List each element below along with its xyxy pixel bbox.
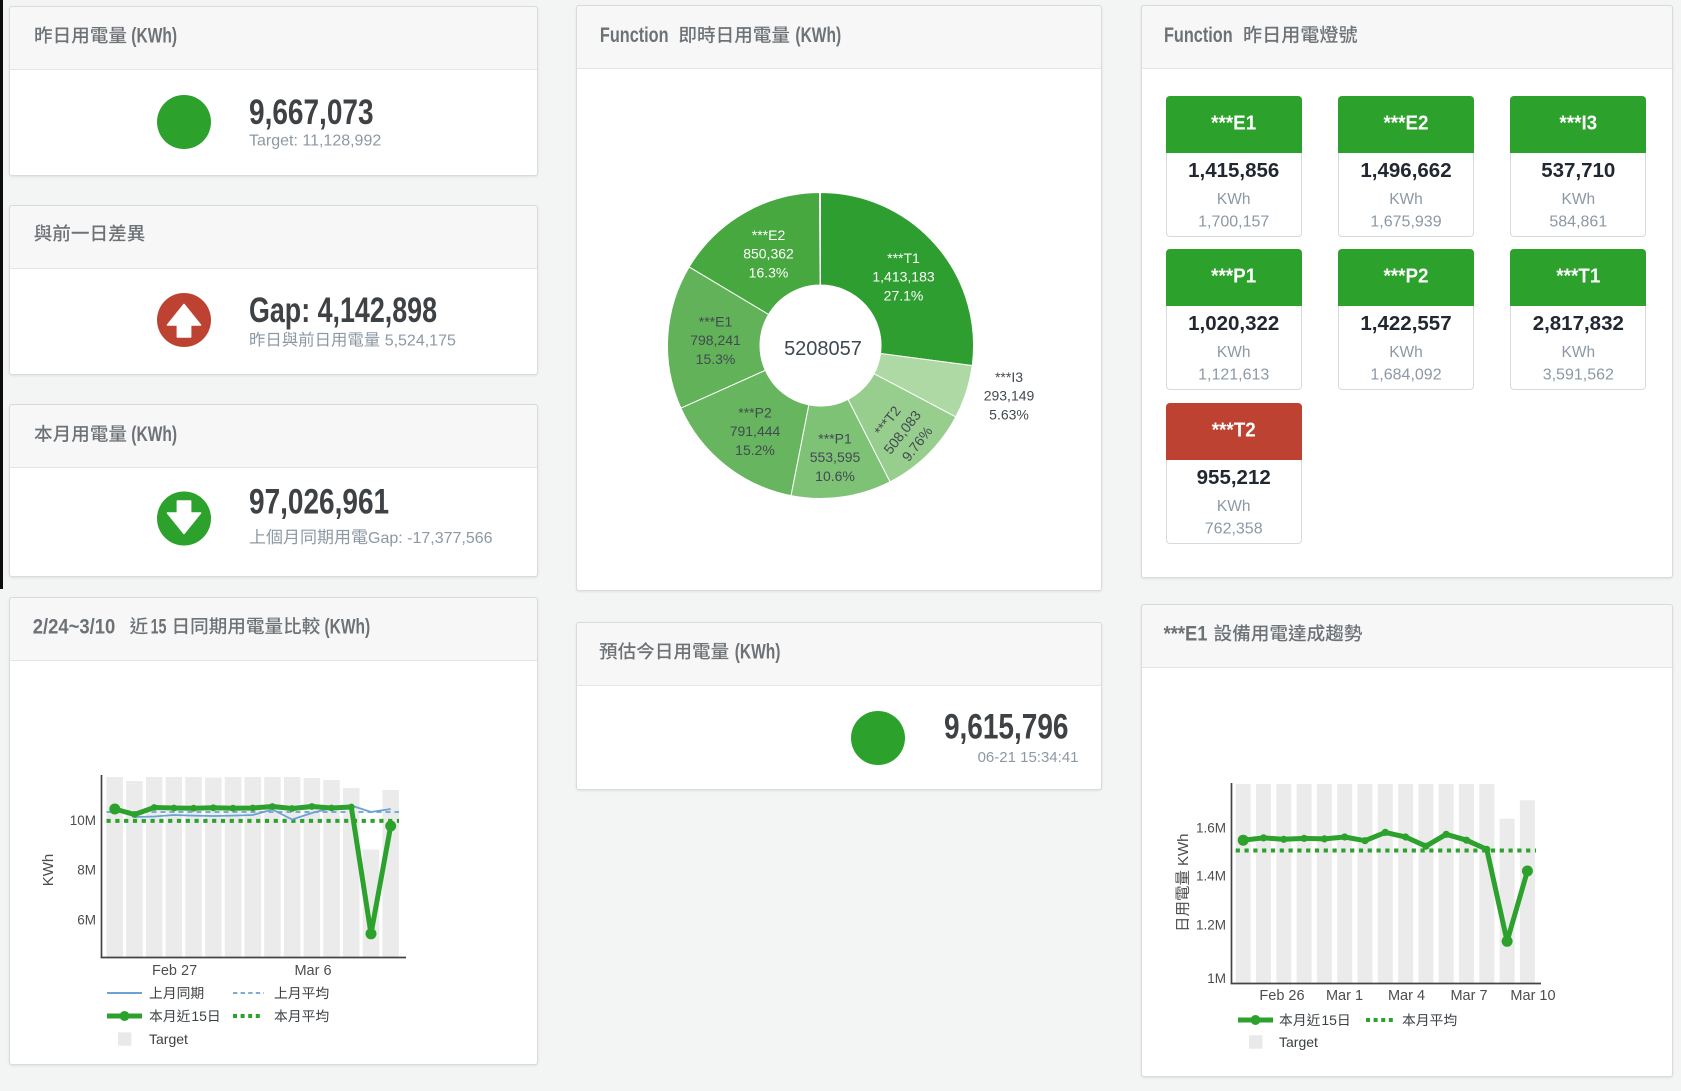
svg-text:584,861: 584,861 xyxy=(1549,214,1607,231)
svg-text:***T1: ***T1 xyxy=(887,250,920,266)
svg-text:1,684,092: 1,684,092 xyxy=(1370,367,1441,384)
svg-text:Feb 27: Feb 27 xyxy=(152,963,197,979)
svg-text:Target: 11,128,992: Target: 11,128,992 xyxy=(249,133,381,150)
svg-text:15: 15 xyxy=(151,615,167,638)
svg-text:9,667,073: 9,667,073 xyxy=(249,92,374,132)
svg-text:***I3: ***I3 xyxy=(1559,112,1597,135)
svg-text:5.63%: 5.63% xyxy=(989,407,1029,423)
svg-text:2,817,832: 2,817,832 xyxy=(1533,312,1624,335)
svg-text:***T1: ***T1 xyxy=(1556,265,1600,288)
svg-text:293,149: 293,149 xyxy=(984,388,1035,404)
svg-text:***T2: ***T2 xyxy=(1212,419,1256,442)
svg-text:762,358: 762,358 xyxy=(1205,521,1263,538)
svg-text:KWh: KWh xyxy=(1389,344,1423,361)
svg-text:1,496,662: 1,496,662 xyxy=(1360,159,1451,182)
svg-text:1,415,856: 1,415,856 xyxy=(1188,159,1279,182)
svg-text:Target: Target xyxy=(149,1031,188,1047)
svg-text:KWh: KWh xyxy=(1217,344,1251,361)
svg-text:1.4M: 1.4M xyxy=(1196,869,1226,884)
svg-text:553,595: 553,595 xyxy=(810,449,861,465)
svg-text:Mar 6: Mar 6 xyxy=(294,963,331,979)
svg-text:***P1: ***P1 xyxy=(818,431,852,447)
svg-text:Mar 4: Mar 4 xyxy=(1388,988,1425,1004)
svg-text:(KWh): (KWh) xyxy=(131,23,177,47)
svg-text:KWh: KWh xyxy=(1562,344,1596,361)
svg-text:06-21 15:34:41: 06-21 15:34:41 xyxy=(978,749,1079,766)
svg-text:27.1%: 27.1% xyxy=(884,288,924,304)
svg-text:6M: 6M xyxy=(77,913,96,928)
svg-text:15: 15 xyxy=(191,1008,207,1024)
svg-text:(KWh): (KWh) xyxy=(735,639,781,663)
svg-text:798,241: 798,241 xyxy=(690,332,741,348)
svg-text:10M: 10M xyxy=(70,813,96,828)
svg-text:Target: Target xyxy=(1279,1034,1318,1050)
svg-text:Mar 7: Mar 7 xyxy=(1450,988,1487,1004)
svg-text:(KWh): (KWh) xyxy=(131,422,177,446)
svg-text:KWh: KWh xyxy=(1562,191,1596,208)
svg-text:KWh: KWh xyxy=(1389,191,1423,208)
svg-text:Mar 10: Mar 10 xyxy=(1510,988,1555,1004)
svg-text:***P2: ***P2 xyxy=(1383,265,1428,288)
svg-text:Gap: 4,142,898: Gap: 4,142,898 xyxy=(249,291,437,330)
svg-text:1,121,613: 1,121,613 xyxy=(1198,367,1269,384)
svg-text:955,212: 955,212 xyxy=(1197,466,1271,489)
svg-text:537,710: 537,710 xyxy=(1541,159,1615,182)
svg-text:(KWh): (KWh) xyxy=(325,614,371,638)
svg-text:15: 15 xyxy=(1321,1012,1337,1028)
svg-text:15.3%: 15.3% xyxy=(696,351,736,367)
svg-text:791,444: 791,444 xyxy=(730,423,781,439)
svg-text:(KWh): (KWh) xyxy=(795,23,841,47)
svg-text:KWh: KWh xyxy=(40,854,57,887)
svg-text:KWh: KWh xyxy=(1217,191,1251,208)
svg-text:***E1: ***E1 xyxy=(1164,622,1208,645)
svg-text:97,026,961: 97,026,961 xyxy=(249,481,389,521)
svg-text:15.2%: 15.2% xyxy=(735,442,775,458)
svg-text:KWh: KWh xyxy=(1175,833,1192,866)
svg-text:KWh: KWh xyxy=(1217,498,1251,515)
svg-text:***E2: ***E2 xyxy=(1383,112,1428,135)
svg-text:1,413,183: 1,413,183 xyxy=(872,269,934,285)
svg-text:5208057: 5208057 xyxy=(784,338,862,360)
svg-text:9,615,796: 9,615,796 xyxy=(944,706,1069,746)
svg-text:1M: 1M xyxy=(1207,971,1226,986)
svg-text:***E1: ***E1 xyxy=(1211,112,1256,135)
svg-text:1.6M: 1.6M xyxy=(1196,821,1226,836)
svg-text:2/24~3/10: 2/24~3/10 xyxy=(33,615,116,638)
svg-text:16.3%: 16.3% xyxy=(749,265,789,281)
svg-text:1,020,322: 1,020,322 xyxy=(1188,312,1279,335)
svg-text:8M: 8M xyxy=(77,863,96,878)
svg-text:Mar 1: Mar 1 xyxy=(1326,988,1363,1004)
svg-text:***P2: ***P2 xyxy=(738,405,772,421)
svg-text:3,591,562: 3,591,562 xyxy=(1543,367,1614,384)
svg-text:1,422,557: 1,422,557 xyxy=(1360,312,1451,335)
svg-text:1,675,939: 1,675,939 xyxy=(1370,214,1441,231)
svg-text:1,700,157: 1,700,157 xyxy=(1198,214,1269,231)
svg-text:Function: Function xyxy=(1164,23,1233,46)
svg-text:***E1: ***E1 xyxy=(699,314,733,330)
svg-text:***P1: ***P1 xyxy=(1211,265,1256,288)
svg-text:10.6%: 10.6% xyxy=(815,468,855,484)
svg-text:Gap: -17,377,566: Gap: -17,377,566 xyxy=(368,530,493,547)
svg-text:Function: Function xyxy=(600,23,669,46)
svg-text:Feb 26: Feb 26 xyxy=(1259,988,1304,1004)
svg-text:***E2: ***E2 xyxy=(752,227,786,243)
svg-text:5,524,175: 5,524,175 xyxy=(385,333,456,350)
svg-text:***I3: ***I3 xyxy=(995,369,1023,385)
svg-text:850,362: 850,362 xyxy=(743,246,794,262)
svg-text:1.2M: 1.2M xyxy=(1196,918,1226,933)
